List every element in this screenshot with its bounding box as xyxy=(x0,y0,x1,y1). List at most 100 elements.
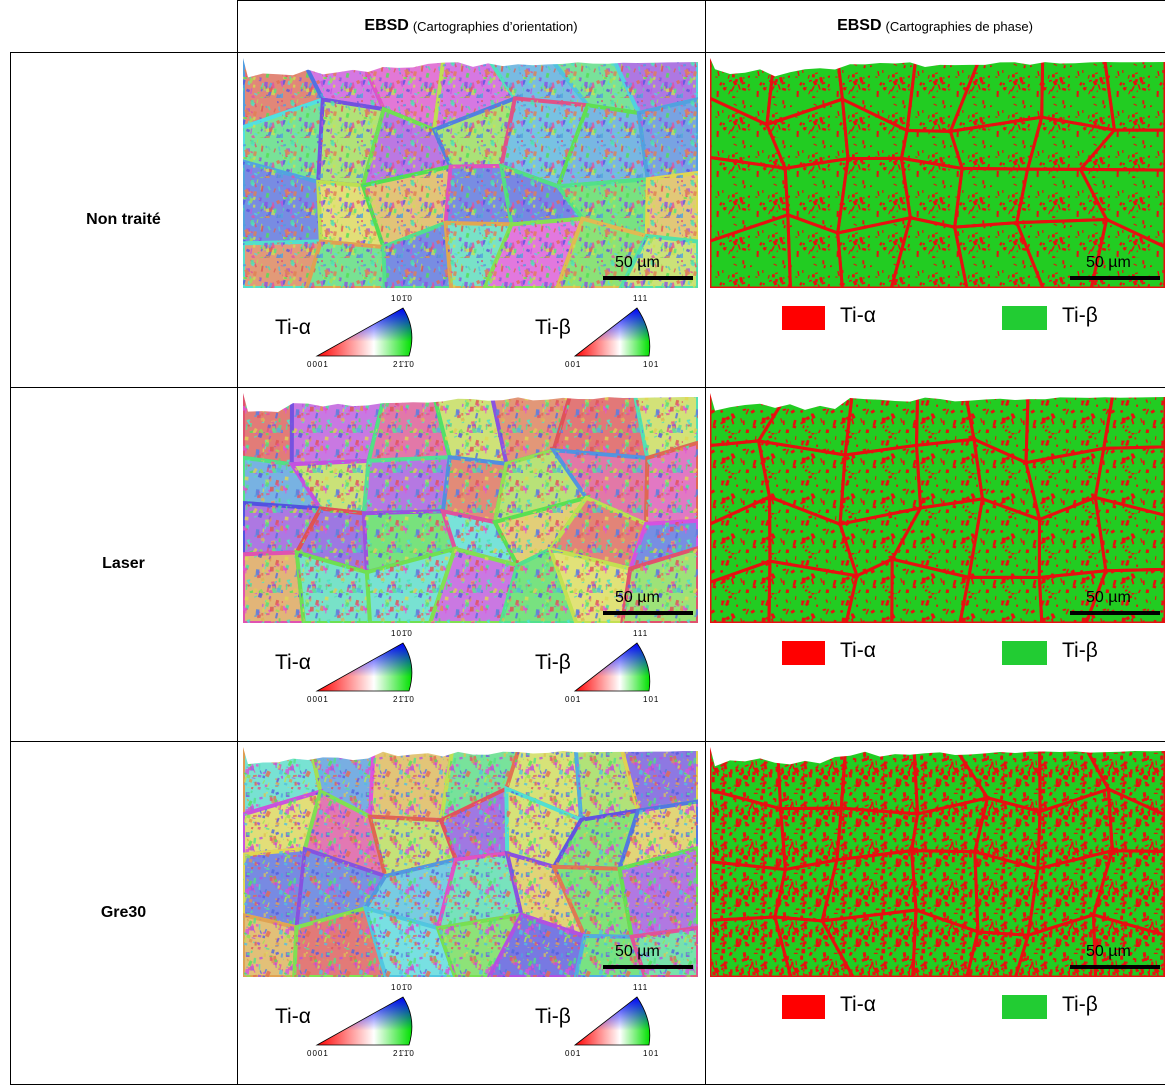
grain-texture xyxy=(430,548,518,623)
header-bold: EBSD xyxy=(837,17,882,34)
grain-boundary xyxy=(1078,167,1165,249)
triangle-overlay xyxy=(573,307,651,357)
phase-map xyxy=(710,58,1165,288)
table-cell xyxy=(237,741,705,1085)
legend-label: Ti-α xyxy=(840,993,876,1016)
grain-boundary xyxy=(1093,495,1165,573)
grain-texture xyxy=(442,457,507,523)
alpha-triangle xyxy=(315,307,413,357)
orientation-map xyxy=(243,747,698,977)
legend-label: Ti-β xyxy=(535,651,571,674)
legend-label: Ti-β xyxy=(1062,639,1098,662)
grain-boundary xyxy=(836,215,913,288)
scale-label: 50 µm xyxy=(615,589,660,606)
grain-texture xyxy=(438,853,522,929)
table-cell xyxy=(237,52,705,387)
grain-boundary xyxy=(952,221,1045,288)
top-edge xyxy=(243,58,698,78)
alpha-triangle xyxy=(315,642,413,692)
triangle-label: 111 xyxy=(633,629,649,638)
grain-texture xyxy=(550,549,631,623)
triangle-label: 0001 xyxy=(307,360,329,369)
triangle-label: 001 xyxy=(565,695,582,704)
top-edge xyxy=(710,393,1165,411)
grain-boundary xyxy=(1093,445,1165,517)
grain-texture xyxy=(550,58,639,113)
grain-boundary xyxy=(1102,58,1165,132)
header-bold: EBSD xyxy=(364,17,409,34)
grain-texture xyxy=(434,98,515,167)
grain-texture xyxy=(296,552,371,623)
triangle-label: 101̄0 xyxy=(391,629,413,638)
grain-texture xyxy=(243,552,304,623)
beta-triangle xyxy=(573,642,651,692)
grain-texture xyxy=(494,450,587,523)
header-cell xyxy=(705,0,1165,52)
grain-texture xyxy=(363,457,450,514)
grain-texture xyxy=(553,810,639,869)
grain-boundary xyxy=(1014,912,1098,977)
grain-texture xyxy=(365,859,456,929)
phase-map xyxy=(710,747,1165,977)
grain-boundary xyxy=(819,908,918,977)
table-cell xyxy=(705,387,1165,741)
triangle-label: 001 xyxy=(565,360,582,369)
grain-texture xyxy=(369,747,453,821)
grain-texture xyxy=(441,747,520,821)
grain-texture xyxy=(243,161,321,244)
legend-swatch xyxy=(782,306,825,330)
triangle-label: 101 xyxy=(643,360,660,369)
row-label: Non traité xyxy=(86,210,161,228)
triangle-label: 111 xyxy=(633,983,649,992)
table-cell xyxy=(705,52,1165,387)
grain-texture xyxy=(494,497,587,566)
triangle-overlay xyxy=(315,642,413,692)
grain-texture xyxy=(366,548,455,623)
grain-texture xyxy=(441,788,508,860)
scale-label: 50 µm xyxy=(615,943,660,960)
grain-texture xyxy=(646,172,698,242)
grain-texture xyxy=(445,222,512,288)
grain-texture xyxy=(613,58,698,113)
grain-boundary xyxy=(1091,849,1165,937)
triangle-overlay xyxy=(315,307,413,357)
triangle-label: 101̄0 xyxy=(391,983,413,992)
grain-boundary xyxy=(1077,128,1165,172)
legend-label: Ti-α xyxy=(275,316,311,339)
legend-label: Ti-β xyxy=(535,1005,571,1028)
grain-boundary xyxy=(1089,217,1165,288)
header-text: (Cartographies d’orientation) xyxy=(412,18,578,34)
table-cell xyxy=(237,387,705,741)
grain-texture xyxy=(558,179,648,237)
legend-label: Ti-α xyxy=(840,639,876,662)
beta-triangle xyxy=(573,996,651,1046)
grain-boundary xyxy=(1037,569,1109,623)
triangle-overlay xyxy=(573,996,651,1046)
row-label: Gre30 xyxy=(100,904,147,921)
grain-boundary xyxy=(911,907,980,977)
grain-boundary xyxy=(1014,217,1109,288)
grain-texture xyxy=(557,218,647,288)
grain-texture xyxy=(500,549,577,623)
grain-texture xyxy=(243,747,321,815)
legend-label: Ti-α xyxy=(275,651,311,674)
grain-texture xyxy=(622,548,698,623)
legend-swatch xyxy=(782,641,825,665)
grain-texture xyxy=(306,241,385,288)
grain-texture xyxy=(365,908,456,977)
grain-texture xyxy=(363,511,455,573)
triangle-label: 101 xyxy=(643,1049,660,1058)
legend-label: Ti-α xyxy=(275,1005,311,1028)
grain-texture xyxy=(369,816,456,877)
grain-texture xyxy=(506,788,582,867)
grain-texture xyxy=(438,914,522,977)
triangle-label: 21̄1̄0 xyxy=(393,360,415,369)
grain-texture xyxy=(484,218,583,288)
triangle-label: 0001 xyxy=(307,1049,329,1058)
table-cell xyxy=(10,52,237,387)
grain-texture xyxy=(634,393,698,458)
grain-boundary xyxy=(786,212,844,288)
orientation-map xyxy=(243,393,698,623)
grain-texture xyxy=(489,914,585,977)
